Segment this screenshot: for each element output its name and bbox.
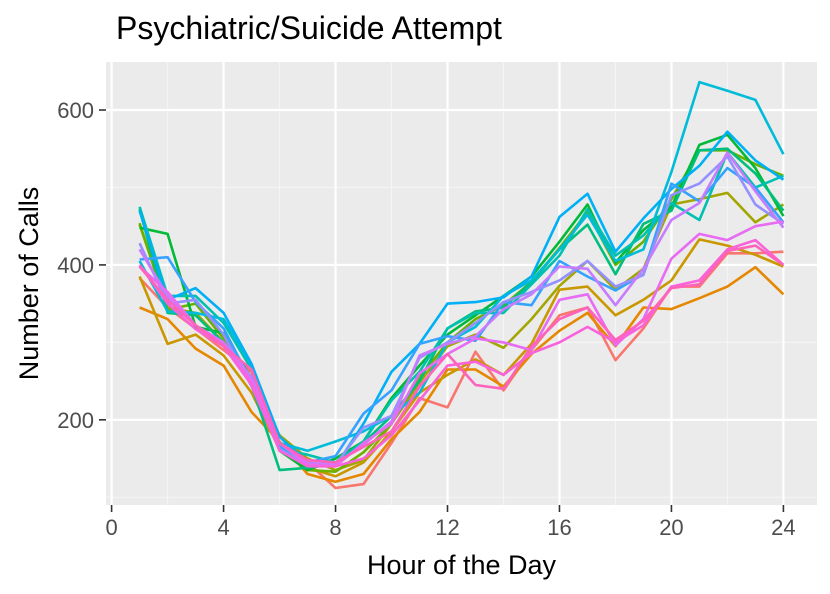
x-axis-title: Hour of the Day [367,550,557,580]
series-line-14 [138,220,784,468]
x-tick-label: 12 [435,515,459,540]
y-tick-label: 600 [57,98,94,123]
x-tick-label: 0 [105,515,117,540]
series-line-3 [138,238,784,478]
y-tick-label: 400 [57,253,94,278]
y-axis-title: Number of Calls [14,187,44,381]
x-tick-label: 20 [659,515,683,540]
series-line-16 [138,244,785,464]
x-tick-label: 16 [547,515,571,540]
series-line-8 [138,151,784,464]
plot-panel [106,62,817,505]
x-tick-label: 24 [771,515,795,540]
chart-title: Psychiatric/Suicide Attempt [116,10,502,46]
series-line-15 [138,238,785,468]
x-tick-label: 8 [329,515,341,540]
y-tick-label: 200 [57,408,94,433]
x-tick-label: 4 [217,515,229,540]
series-line-13 [138,151,785,466]
